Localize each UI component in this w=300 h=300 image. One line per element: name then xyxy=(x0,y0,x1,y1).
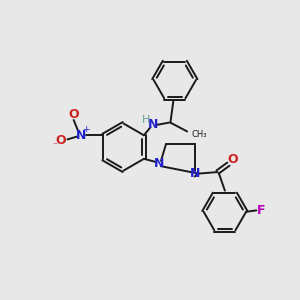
Text: O: O xyxy=(68,108,79,121)
Text: F: F xyxy=(257,204,266,217)
Text: +: + xyxy=(82,125,90,134)
Text: N: N xyxy=(148,118,158,131)
Text: CH₃: CH₃ xyxy=(192,130,207,139)
Text: ⁻: ⁻ xyxy=(52,141,57,151)
Text: O: O xyxy=(56,134,66,147)
Text: H: H xyxy=(142,115,150,125)
Text: N: N xyxy=(190,167,201,180)
Text: O: O xyxy=(227,153,238,166)
Text: N: N xyxy=(153,157,164,170)
Text: N: N xyxy=(76,129,86,142)
